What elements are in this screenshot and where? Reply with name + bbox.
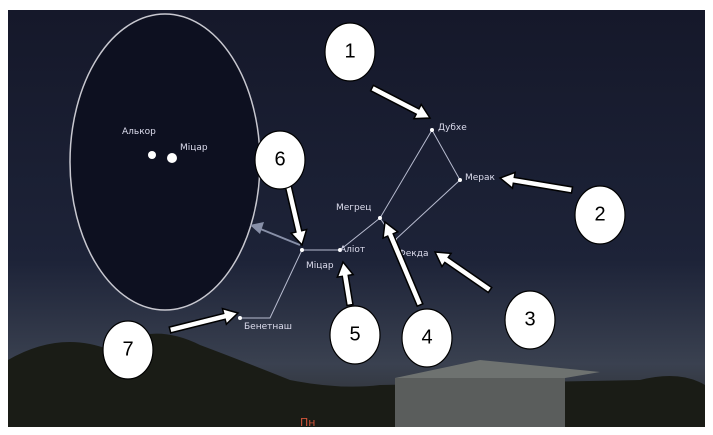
callout-number: 3 bbox=[524, 308, 535, 330]
callout-number: 2 bbox=[594, 203, 605, 225]
star-label: Бенетнаш bbox=[244, 322, 292, 332]
star bbox=[148, 151, 156, 159]
callout-number: 6 bbox=[274, 148, 285, 170]
callout-number: 5 bbox=[349, 323, 360, 345]
star-label: Мерак bbox=[465, 173, 496, 183]
star-label: Міцар bbox=[306, 261, 334, 271]
star-label: Аліот bbox=[340, 245, 365, 255]
star-label: Алькор bbox=[122, 127, 156, 137]
callout-number: 7 bbox=[122, 338, 133, 360]
star bbox=[167, 153, 177, 163]
star bbox=[300, 248, 304, 252]
star-label: Дубхе bbox=[438, 123, 467, 133]
star-label: Мегрец bbox=[336, 203, 371, 213]
star-label: Міцар bbox=[180, 143, 208, 153]
callout-number: 1 bbox=[344, 40, 355, 62]
star bbox=[458, 178, 462, 182]
callout-number: 4 bbox=[421, 326, 432, 348]
star bbox=[430, 128, 434, 132]
direction-label: Пн bbox=[300, 416, 315, 429]
star bbox=[238, 316, 242, 320]
inset-circle bbox=[70, 14, 260, 310]
star bbox=[378, 216, 382, 220]
page: Пн ДубхеМеракФекдаМегрецАліотМіцарБенетн… bbox=[0, 0, 713, 435]
screenshot: Пн ДубхеМеракФекдаМегрецАліотМіцарБенетн… bbox=[0, 0, 713, 435]
building bbox=[395, 378, 565, 427]
